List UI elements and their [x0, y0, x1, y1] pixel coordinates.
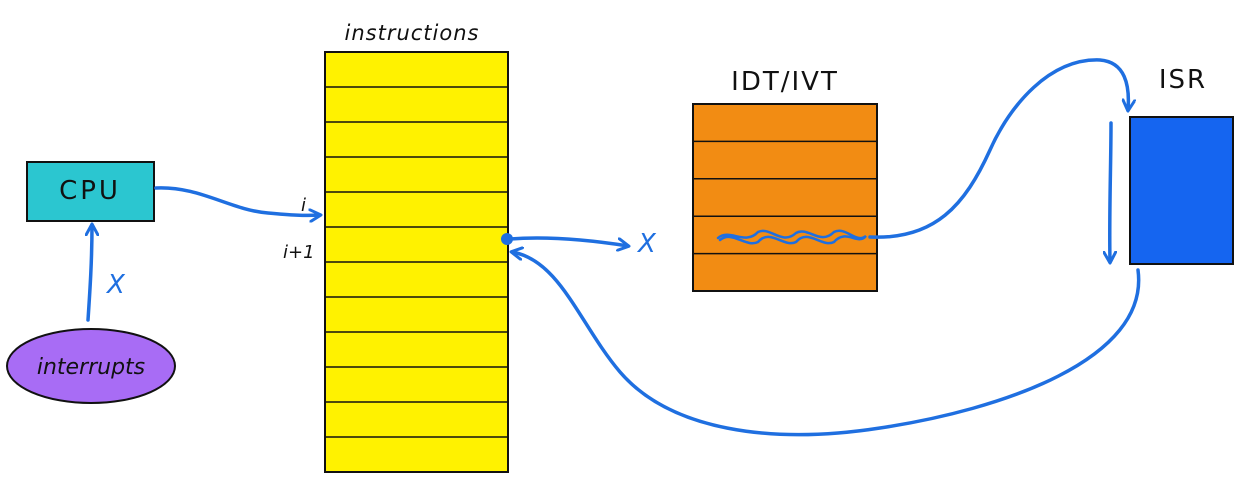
instruction-to-idt-arrow	[508, 236, 628, 246]
isr-box: ISR	[1129, 65, 1234, 265]
cpu-box: CPU	[26, 161, 155, 222]
flow-arrows: X X	[88, 58, 1141, 437]
current-instruction-dot	[501, 233, 513, 245]
idt-ivt-table: IDT/IVT	[692, 67, 878, 292]
idt-title: IDT/IVT	[731, 67, 839, 97]
isr-execution-arrow	[1110, 121, 1111, 262]
interrupts-node: interrupts	[6, 328, 176, 404]
cpu-label: CPU	[59, 176, 121, 206]
instruction-row-dividers	[325, 86, 508, 438]
isr-title: ISR	[1159, 65, 1207, 95]
interrupt-to-cpu-arrow	[88, 225, 92, 322]
idt-cross-mark: X	[636, 229, 657, 259]
isr-return-arrow	[512, 252, 1141, 437]
row-i-label: i	[301, 195, 306, 216]
cpu-to-instruction-arrow	[154, 186, 320, 216]
instructions-title: instructions	[345, 21, 480, 45]
row-i1-label: i+1	[283, 242, 315, 263]
idt-highlighted-entry-scribble	[716, 229, 867, 245]
interrupts-label: interrupts	[37, 355, 145, 380]
idt-row-dividers	[693, 140, 877, 255]
interrupt-cross-mark: X	[105, 270, 126, 300]
instructions-table: instructions i i+1	[283, 21, 509, 473]
idt-to-isr-arrow	[868, 58, 1128, 239]
